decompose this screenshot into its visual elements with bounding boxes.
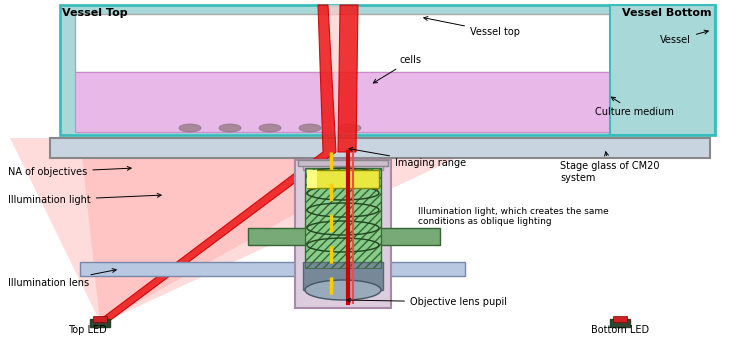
Bar [610,5,715,135]
Text: Illumination light, which creates the same
conditions as oblique lighting: Illumination light, which creates the sa… [418,207,609,226]
Bar [248,228,440,245]
Polygon shape [338,5,358,152]
Bar [298,160,388,166]
Polygon shape [80,138,430,322]
Text: Culture medium: Culture medium [595,97,674,117]
Bar [305,168,381,268]
Polygon shape [97,5,336,322]
Text: Bottom LED: Bottom LED [591,325,649,335]
Bar [50,138,710,158]
Ellipse shape [305,280,381,300]
Ellipse shape [259,124,281,132]
Ellipse shape [339,124,361,132]
Bar [75,14,610,72]
Bar [295,160,391,308]
Bar [303,262,383,290]
Bar [60,5,715,135]
Bar [610,319,630,327]
Ellipse shape [299,124,321,132]
Bar [613,316,627,322]
Text: Stage glass of CM20
system: Stage glass of CM20 system [560,152,659,183]
Bar [307,170,379,188]
Text: Top LED: Top LED [68,325,107,335]
Text: Illumination lens: Illumination lens [8,269,116,288]
Text: Vessel top: Vessel top [424,17,520,37]
Text: cells: cells [373,55,422,83]
Text: Illumination light: Illumination light [8,193,161,205]
Bar [80,262,465,276]
Bar [90,319,110,327]
Ellipse shape [219,124,241,132]
Text: Vessel: Vessel [660,30,708,45]
Polygon shape [328,5,340,152]
Text: NA of objectives: NA of objectives [8,166,131,177]
Text: Imaging range: Imaging range [349,148,466,168]
Text: Objective lens pupil: Objective lens pupil [347,297,507,307]
Text: Vessel Bottom: Vessel Bottom [622,8,712,18]
Text: Vessel Top: Vessel Top [62,8,127,18]
Bar [307,170,317,188]
Bar [303,160,383,170]
Ellipse shape [179,124,201,132]
Bar [305,168,381,268]
Bar [93,316,107,322]
Bar [75,72,610,132]
Polygon shape [10,138,500,322]
